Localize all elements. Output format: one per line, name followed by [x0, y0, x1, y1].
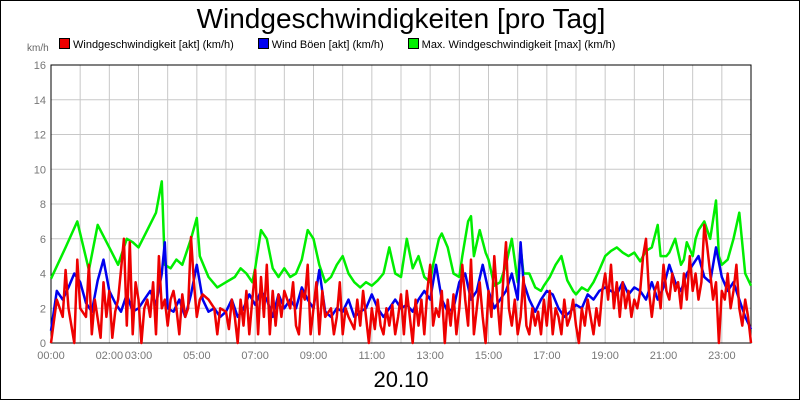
y-tick-label: 2: [40, 303, 46, 315]
x-tick-label: 00:00: [37, 350, 65, 362]
y-tick-label: 12: [34, 130, 46, 142]
x-tick-label: 21:00: [650, 350, 678, 362]
series-line-0: [49, 180, 753, 296]
legend-label: Wind Böen [akt] (km/h): [271, 39, 384, 51]
legend-item: Max. Windgeschwindigkeit [max] (km/h): [407, 38, 616, 51]
y-tick-label: 16: [34, 60, 46, 72]
x-tick-label: 03:00: [125, 350, 153, 362]
x-tick-label: 07:00: [241, 350, 269, 362]
x-tick-label: 13:00: [416, 350, 444, 362]
legend-swatch: [407, 38, 419, 49]
legend-swatch: [257, 38, 269, 49]
plot-border: [50, 64, 752, 344]
x-tick-label: 05:00: [183, 350, 211, 362]
x-tick-label: 23:00: [708, 350, 736, 362]
series-line-2: [49, 223, 753, 345]
y-tick-label: 14: [34, 95, 46, 107]
y-tick-label: 6: [40, 234, 46, 246]
x-tick-label: 09:00: [300, 350, 328, 362]
x-tick-label: 11:00: [358, 350, 385, 362]
x-tick-label: 19:00: [591, 350, 619, 362]
x-tick-label: 17:00: [533, 350, 561, 362]
y-tick-label: 10: [34, 164, 46, 176]
chart-title: Windgeschwindigkeiten [pro Tag]: [196, 3, 606, 34]
x-tick-label: 15:00: [475, 350, 503, 362]
legend-item: Wind Böen [akt] (km/h): [257, 38, 384, 51]
legend-item: Windgeschwindigkeit [akt] (km/h): [59, 38, 234, 51]
x-tick-label: 02:00: [96, 350, 124, 362]
legend-swatch: [59, 38, 70, 49]
legend: Windgeschwindigkeit [akt] (km/h) Wind Böe…: [59, 38, 639, 52]
y-unit-label: km/h: [27, 43, 49, 54]
x-axis-date-label: 20.10: [373, 367, 429, 392]
legend-label: Windgeschwindigkeit [akt] (km/h): [73, 39, 234, 51]
y-tick-label: 8: [40, 199, 46, 211]
y-tick-label: 0: [40, 338, 46, 350]
y-tick-label: 4: [40, 269, 46, 281]
legend-label: Max. Windgeschwindigkeit [max] (km/h): [421, 39, 616, 51]
